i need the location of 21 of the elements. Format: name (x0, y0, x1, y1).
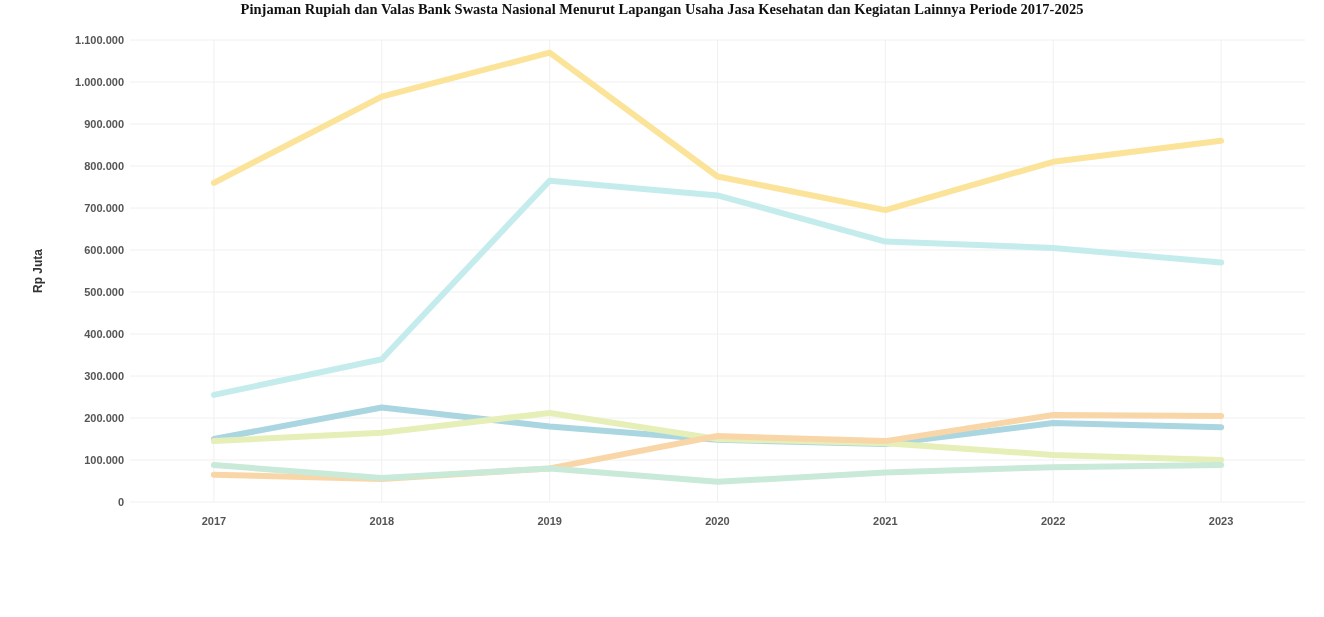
y-tick-label: 700.000 (84, 201, 124, 214)
y-tick-label: 1.000.000 (75, 75, 124, 88)
x-tick-label: 2021 (873, 514, 898, 527)
y-tick-label: 500.000 (84, 285, 124, 298)
x-tick-label: 2019 (537, 514, 562, 527)
y-tick-label: 200.000 (84, 411, 124, 424)
y-tick-label: 1.100.000 (75, 33, 124, 46)
x-tick-label: 2018 (369, 514, 395, 527)
y-tick-label: 600.000 (84, 243, 124, 256)
y-tick-label: 800.000 (84, 159, 124, 172)
y-tick-label: 0 (117, 495, 124, 508)
y-tick-label: 100.000 (84, 453, 124, 466)
chart-title: Pinjaman Rupiah dan Valas Bank Swasta Nasional Menurut Lapangan Usaha Jasa Kesehatan dan Kegiatan Lainnya Periode 2017-2025 (240, 1, 1084, 17)
y-tick-label: 300.000 (84, 369, 124, 382)
x-tick-label: 2022 (1040, 514, 1066, 527)
x-tick-label: 2017 (201, 514, 227, 527)
y-tick-label: 400.000 (84, 327, 124, 340)
x-tick-label: 2023 (1208, 514, 1234, 527)
y-tick-label: 900.000 (84, 117, 124, 130)
y-axis-title: Rp Juta (31, 248, 46, 294)
x-tick-label: 2020 (705, 514, 730, 527)
